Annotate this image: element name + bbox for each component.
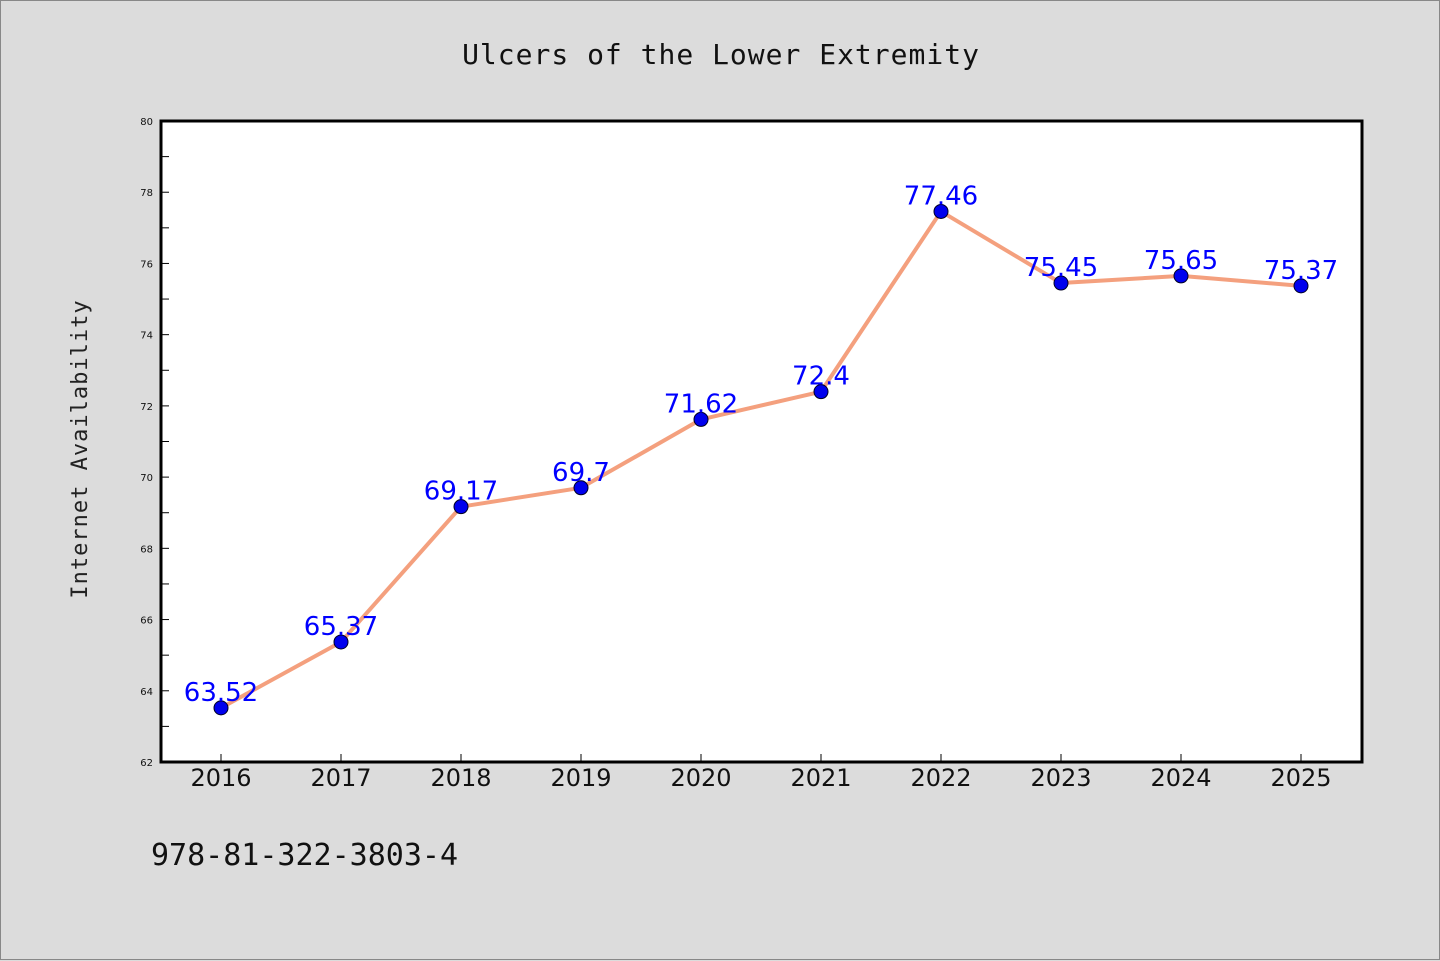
data-point-label: 77.46	[904, 181, 978, 211]
x-tick-label: 2023	[1030, 764, 1091, 792]
plot-area	[159, 119, 1364, 764]
data-point-label: 69.17	[424, 477, 498, 507]
y-axis-label: Internet Availability	[68, 299, 93, 598]
markers-group	[213, 203, 1309, 716]
footer-isbn: 978-81-322-3803-4	[151, 838, 458, 873]
data-point-marker	[1053, 275, 1069, 291]
data-point-label: 65.37	[304, 612, 378, 642]
x-tick-label: 2018	[430, 764, 491, 792]
series-line-group	[220, 209, 1302, 710]
data-point-marker	[333, 634, 349, 650]
data-point-marker	[813, 384, 829, 400]
data-point-marker	[573, 480, 589, 496]
chart-title: Ulcers of the Lower Extremity	[462, 38, 980, 71]
y-axis: 62 64 66 68 70 72 74 76 78 80	[140, 117, 169, 769]
y-tick-label: 80	[140, 117, 153, 128]
data-labels-group: 63.52 65.37 69.17 69.7 71.62 72.4 77.46 75.45 75…	[184, 181, 1338, 707]
data-point-label: 71.62	[664, 389, 738, 419]
y-tick-label: 74	[140, 331, 153, 342]
x-tick-label: 2020	[670, 764, 731, 792]
y-tick-label: 64	[140, 687, 153, 698]
data-point-marker	[213, 700, 229, 716]
y-tick-label: 70	[140, 473, 153, 484]
y-tick-label: 72	[140, 402, 153, 413]
data-point-marker	[453, 499, 469, 515]
y-tick-label: 68	[140, 544, 153, 555]
data-point-label: 75.65	[1144, 246, 1218, 276]
x-tick-label: 2021	[790, 764, 851, 792]
y-tick-label: 66	[140, 616, 153, 627]
data-point-label: 69.7	[552, 458, 610, 488]
x-tick-label: 2016	[190, 764, 251, 792]
y-tick-label: 62	[140, 758, 153, 769]
data-point-marker	[693, 411, 709, 427]
data-point-marker	[1173, 268, 1189, 284]
y-tick-label: 76	[140, 259, 153, 270]
data-point-marker	[933, 203, 949, 219]
series-line	[220, 209, 1302, 710]
x-tick-label: 2022	[910, 764, 971, 792]
data-point-marker	[1293, 278, 1309, 294]
data-point-label: 63.52	[184, 678, 258, 708]
data-point-label: 72.4	[792, 362, 850, 392]
x-tick-label: 2024	[1150, 764, 1211, 792]
x-tick-label: 2017	[310, 764, 371, 792]
x-tick-label: 2025	[1270, 764, 1331, 792]
x-axis: 2016 2017 2018 2019 2020 2021 2022 2023 2024 2025	[190, 754, 1332, 792]
x-tick-label: 2019	[550, 764, 611, 792]
data-point-label: 75.37	[1264, 256, 1338, 286]
y-tick-label: 78	[140, 188, 153, 199]
data-point-label: 75.45	[1024, 253, 1098, 283]
